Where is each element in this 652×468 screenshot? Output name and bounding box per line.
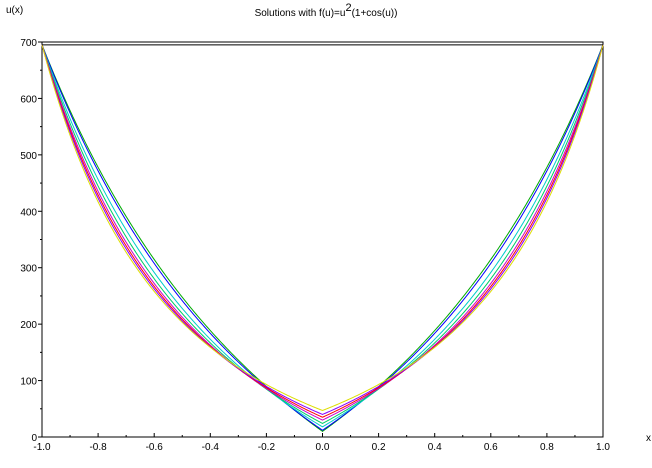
y-tick-label: 400 bbox=[20, 207, 37, 218]
x-tick-label: -1.0 bbox=[33, 442, 51, 453]
x-tick-label: -0.4 bbox=[202, 442, 220, 453]
chart-title: Solutions with f(u)=u2(1+cos(u)) bbox=[255, 2, 398, 19]
x-tick-label: -0.2 bbox=[258, 442, 276, 453]
series-line-4 bbox=[41, 44, 604, 425]
series-line-3 bbox=[41, 44, 604, 428]
x-tick-label: 0.4 bbox=[428, 442, 442, 453]
chart-title-suffix: (1+cos(u)) bbox=[352, 8, 398, 19]
series-line-6 bbox=[41, 44, 604, 418]
y-tick-label: 700 bbox=[20, 38, 37, 49]
chart-title-text: Solutions with f(u)=u2(1+cos(u)) bbox=[255, 2, 398, 19]
series-line-2 bbox=[41, 44, 604, 431]
y-axis-label: u(x) bbox=[6, 5, 23, 16]
series-line-5 bbox=[41, 44, 604, 421]
y-tick-label: 100 bbox=[20, 377, 37, 388]
x-tick-label: -0.8 bbox=[89, 442, 107, 453]
x-axis-label: x bbox=[646, 433, 651, 444]
chart-title-superscript: 2 bbox=[345, 2, 351, 14]
y-tick-label: 300 bbox=[20, 264, 37, 275]
x-tick-label: 0.6 bbox=[484, 442, 498, 453]
series-group bbox=[41, 44, 604, 432]
y-tick-label: 0 bbox=[31, 433, 37, 444]
x-axis-ticks: -1.0 -0.8 -0.6 -0.4 -0.2 0.0 0.2 0.4 0.6 0.8 1.0 bbox=[33, 433, 610, 453]
x-tick-label: 1.0 bbox=[596, 442, 610, 453]
series-line-7 bbox=[41, 44, 604, 415]
series-line-8 bbox=[41, 44, 604, 412]
plot-frame bbox=[41, 41, 604, 438]
y-tick-label: 600 bbox=[20, 94, 37, 105]
y-tick-label: 500 bbox=[20, 151, 37, 162]
series-line-1 bbox=[41, 44, 604, 432]
chart-title-prefix: Solutions with f(u)=u bbox=[255, 8, 346, 19]
x-tick-label: 0.8 bbox=[540, 442, 554, 453]
y-axis-ticks: 0 100 200 300 400 500 600 700 bbox=[20, 38, 42, 444]
x-tick-label: 0.0 bbox=[316, 442, 330, 453]
x-tick-label: 0.2 bbox=[372, 442, 386, 453]
y-tick-label: 200 bbox=[20, 320, 37, 331]
x-tick-label: -0.6 bbox=[146, 442, 164, 453]
